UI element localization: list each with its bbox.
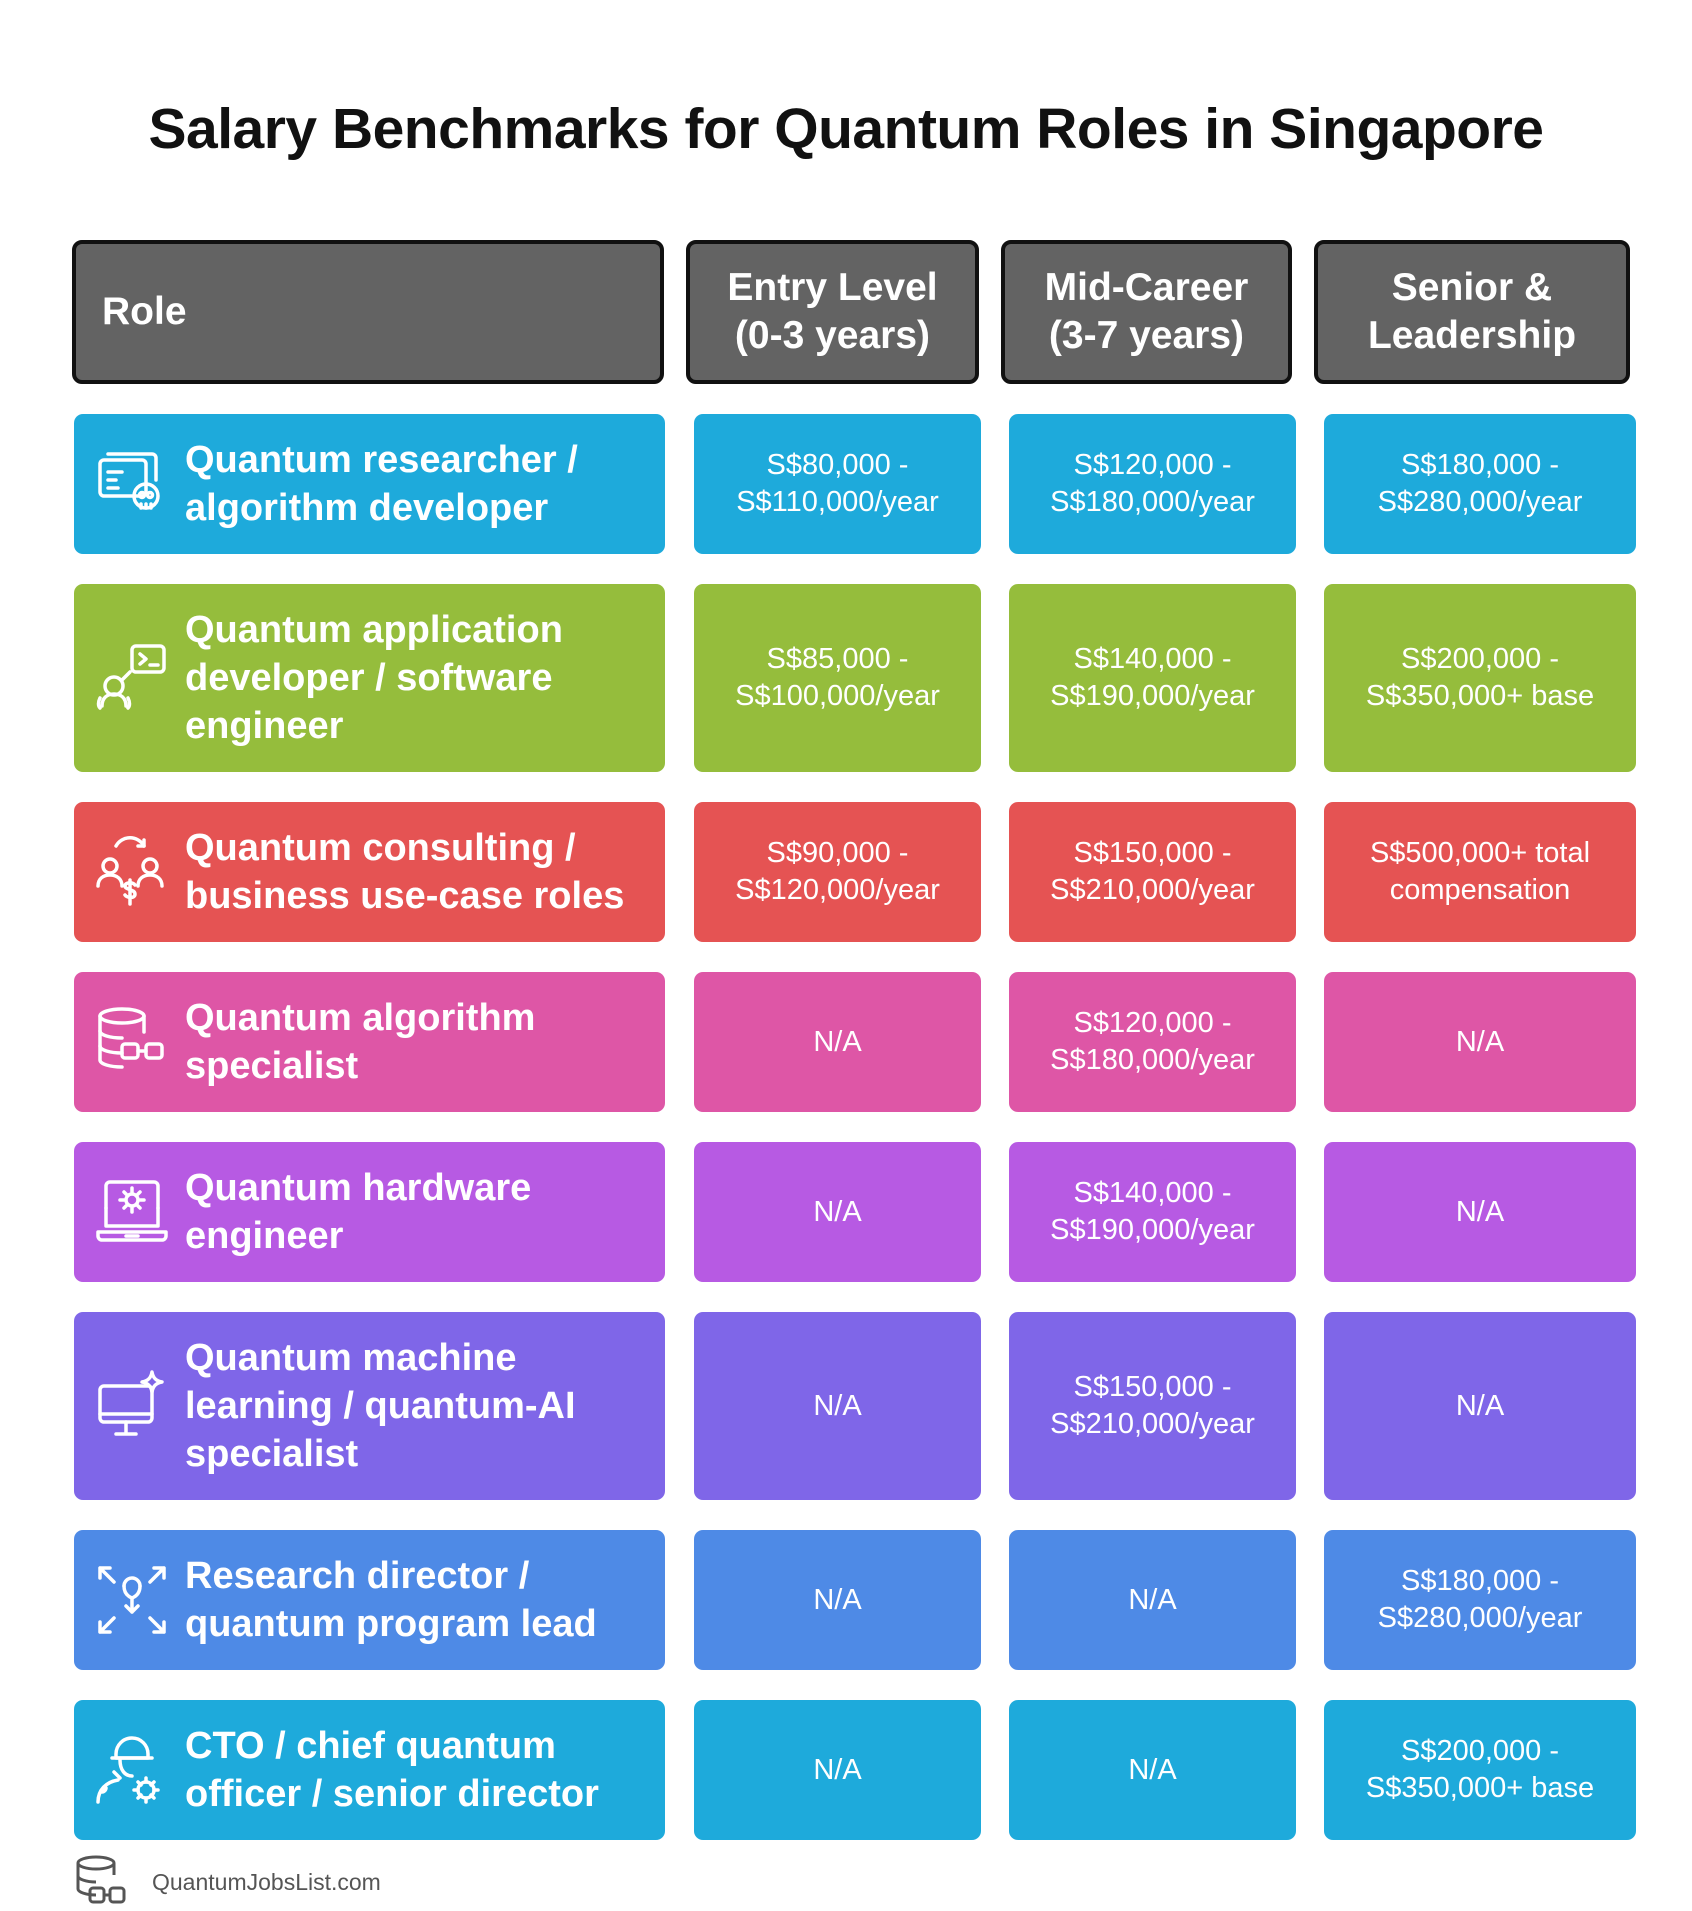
salary-value: N/A — [813, 1753, 862, 1786]
salary-cell-mid: S$140,000 - S$190,000/year — [1009, 1142, 1296, 1282]
salary-value: S$500,000+ total compensation — [1369, 837, 1591, 906]
footer-site-name: QuantumJobsList.com — [152, 1868, 381, 1895]
salary-cell-entry: N/A — [694, 1700, 981, 1840]
salary-cell-entry: N/A — [694, 1530, 981, 1670]
monitor-sparkle-icon — [94, 1368, 170, 1444]
salary-cell-mid: S$150,000 - S$210,000/year — [1009, 802, 1296, 942]
role-label: CTO / chief quantum officer / senior dir… — [185, 1725, 599, 1815]
header-mid-career: Mid-Career (3-7 years) — [1001, 240, 1292, 384]
role-cell: Quantum application developer / software… — [74, 584, 665, 772]
salary-cell-entry: N/A — [694, 972, 981, 1112]
salary-cell-entry: S$85,000 - S$100,000/year — [694, 584, 981, 772]
role-label: Quantum application developer / software… — [185, 609, 563, 747]
salary-value: S$120,000 - S$180,000/year — [1050, 1007, 1255, 1076]
salary-value: S$180,000 - S$280,000/year — [1377, 449, 1583, 518]
salary-value: N/A — [1455, 1195, 1505, 1228]
salary-value: N/A — [1128, 1583, 1177, 1616]
salary-cell-senior: N/A — [1324, 1312, 1636, 1500]
salary-cell-senior: N/A — [1324, 1142, 1636, 1282]
role-cell: Quantum researcher / algorithm developer — [74, 414, 665, 554]
role-label: Quantum machine learning / quantum-AI sp… — [185, 1337, 576, 1475]
salary-cell-senior: S$200,000 - S$350,000+ base — [1324, 1700, 1636, 1840]
salary-cell-senior: S$180,000 - S$280,000/year — [1324, 414, 1636, 554]
laptop-gear-icon — [94, 1174, 170, 1250]
role-label: Quantum hardware engineer — [185, 1167, 532, 1257]
salary-value: S$90,000 - S$120,000/year — [735, 837, 940, 906]
salary-cell-mid: S$140,000 - S$190,000/year — [1009, 584, 1296, 772]
salary-value: S$85,000 - S$100,000/year — [735, 643, 940, 712]
salary-cell-senior: N/A — [1324, 972, 1636, 1112]
salary-value: N/A — [813, 1583, 862, 1616]
salary-cell-entry: S$80,000 - S$110,000/year — [694, 414, 981, 554]
salary-cell-mid: S$120,000 - S$180,000/year — [1009, 414, 1296, 554]
salary-value: S$200,000 - S$350,000+ base — [1365, 1735, 1595, 1804]
role-cell: Quantum machine learning / quantum-AI sp… — [74, 1312, 665, 1500]
salary-cell-mid: N/A — [1009, 1700, 1296, 1840]
salary-value: S$180,000 - S$280,000/year — [1377, 1565, 1583, 1634]
salary-cell-senior: S$180,000 - S$280,000/year — [1324, 1530, 1636, 1670]
role-cell: CTO / chief quantum officer / senior dir… — [74, 1700, 665, 1840]
salary-value: S$120,000 - S$180,000/year — [1050, 449, 1255, 518]
role-cell: Quantum algorithm specialist — [74, 972, 665, 1112]
salary-value: S$150,000 - S$210,000/year — [1050, 1371, 1255, 1440]
page-title: Salary Benchmarks for Quantum Roles in S… — [148, 97, 1544, 161]
salary-value: S$80,000 - S$110,000/year — [736, 449, 939, 518]
salary-cell-mid: S$120,000 - S$180,000/year — [1009, 972, 1296, 1112]
salary-cell-mid: S$150,000 - S$210,000/year — [1009, 1312, 1296, 1500]
salary-cell-entry: N/A — [694, 1142, 981, 1282]
salary-value: S$140,000 - S$190,000/year — [1050, 643, 1255, 712]
salary-cell-entry: N/A — [694, 1312, 981, 1500]
consulting-people-icon — [94, 834, 170, 910]
salary-cell-entry: S$90,000 - S$120,000/year — [694, 802, 981, 942]
role-cell: Quantum hardware engineer — [74, 1142, 665, 1282]
role-cell: Quantum consulting / business use-case r… — [74, 802, 665, 942]
salary-value: N/A — [1128, 1753, 1177, 1786]
salary-cell-senior: S$500,000+ total compensation — [1324, 802, 1636, 942]
engineer-gear-icon — [94, 1732, 170, 1808]
salary-value: S$150,000 - S$210,000/year — [1050, 837, 1255, 906]
header-role: Role — [72, 240, 664, 384]
role-label: Research director / quantum program lead — [185, 1555, 597, 1645]
salary-value: S$200,000 - S$350,000+ base — [1365, 643, 1595, 712]
database-glasses-icon — [94, 1004, 170, 1080]
role-label: Quantum researcher / algorithm developer — [185, 439, 578, 529]
role-cell: Research director / quantum program lead — [74, 1530, 665, 1670]
salary-value: N/A — [813, 1025, 862, 1058]
salary-cell-senior: S$200,000 - S$350,000+ base — [1324, 584, 1636, 772]
salary-value: N/A — [813, 1195, 862, 1228]
role-label: Quantum algorithm specialist — [185, 997, 536, 1087]
focus-arrows-icon — [94, 1562, 170, 1638]
salary-value: N/A — [1455, 1389, 1505, 1422]
role-label: Quantum consulting / business use-case r… — [185, 827, 625, 917]
salary-cell-mid: N/A — [1009, 1530, 1296, 1670]
researcher-skull-screen-icon — [94, 446, 170, 522]
salary-value: N/A — [1455, 1025, 1505, 1058]
salary-value: S$140,000 - S$190,000/year — [1050, 1177, 1255, 1246]
header-senior-leadership: Senior & Leadership — [1314, 240, 1630, 384]
footer: QuantumJobsList.com — [74, 1854, 381, 1911]
database-logo-icon — [74, 1854, 132, 1911]
header-entry-level: Entry Level (0-3 years) — [686, 240, 979, 384]
salary-value: N/A — [813, 1389, 862, 1422]
developer-terminal-icon — [94, 640, 170, 716]
